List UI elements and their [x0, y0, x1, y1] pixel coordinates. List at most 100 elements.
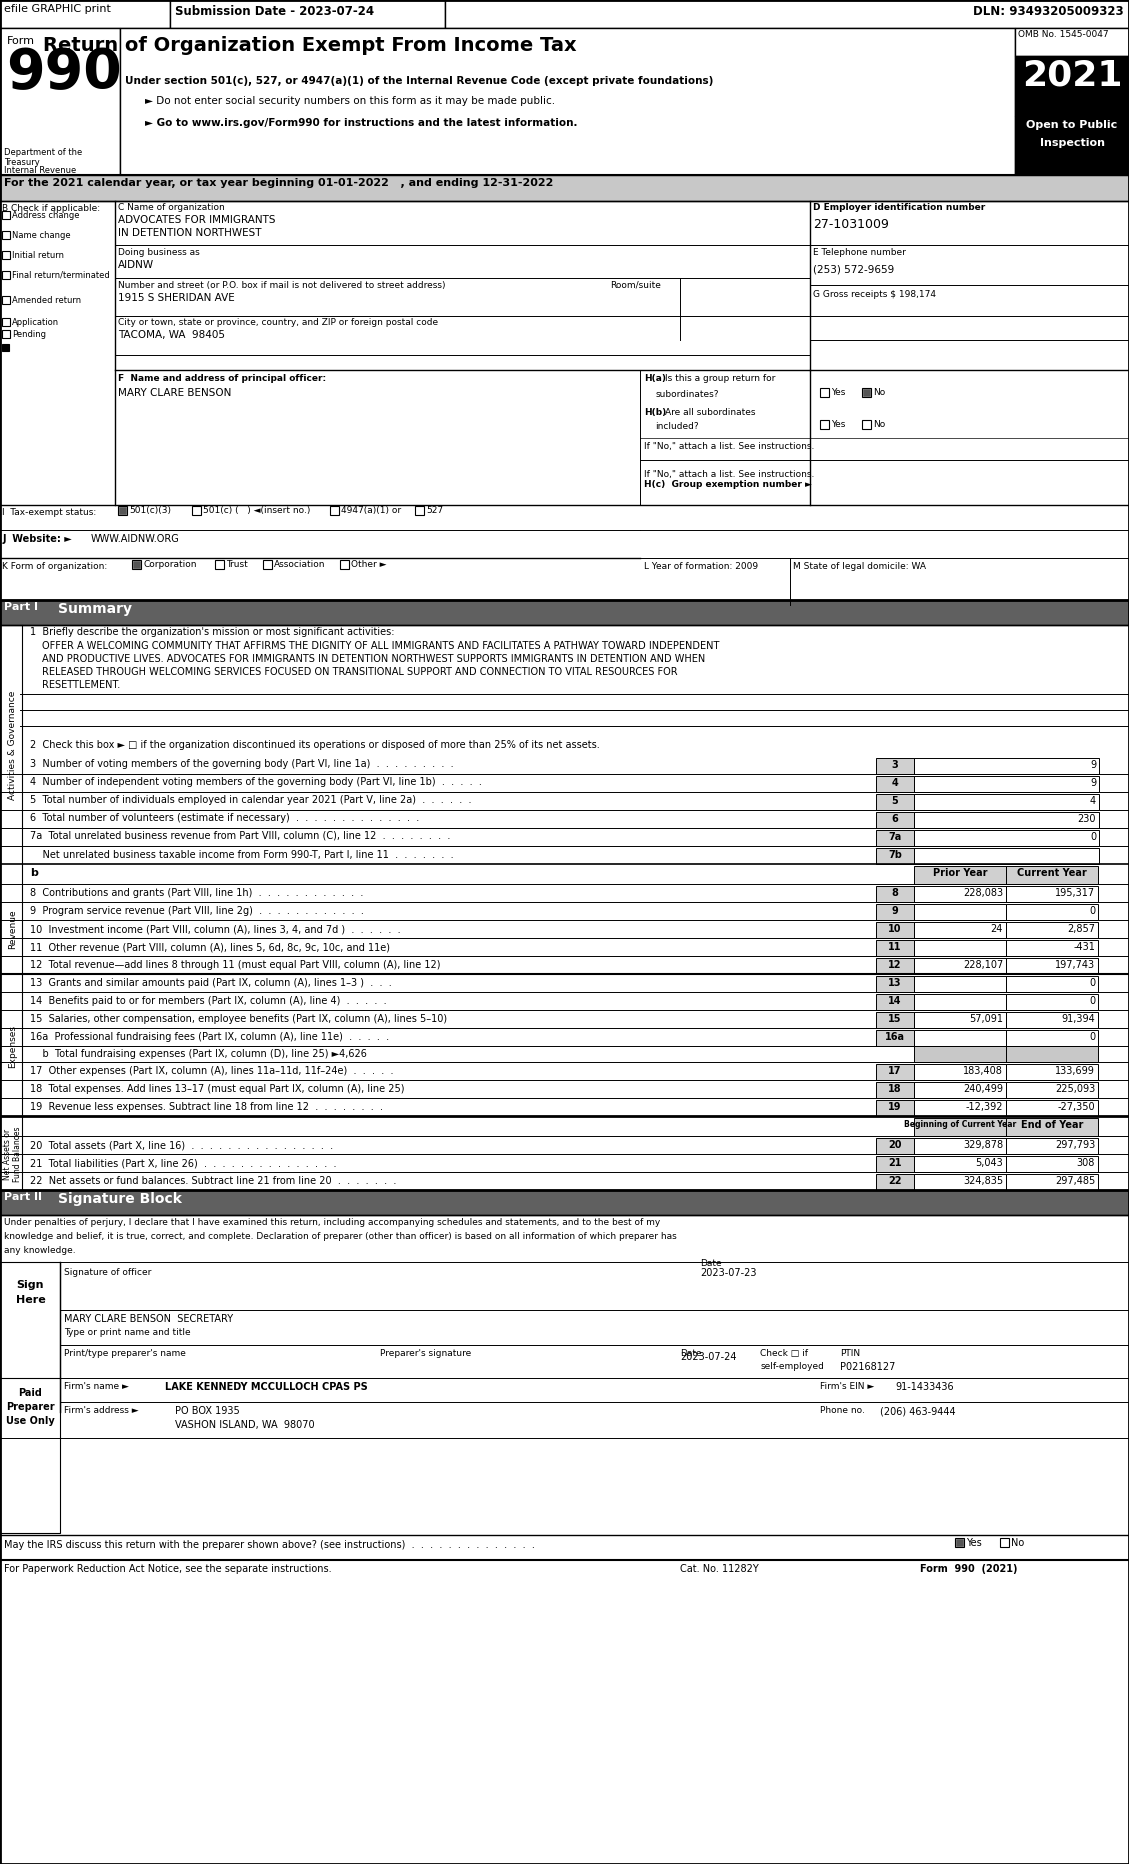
Text: D Employer identification number: D Employer identification number [813, 203, 986, 212]
Text: City or town, state or province, country, and ZIP or foreign postal code: City or town, state or province, country… [119, 319, 438, 326]
Text: Room/suite: Room/suite [610, 281, 662, 291]
Bar [1006, 923, 1099, 938]
Text: AND PRODUCTIVE LIVES. ADVOCATES FOR IMMIGRANTS IN DETENTION NORTHWEST SUPPORTS I: AND PRODUCTIVE LIVES. ADVOCATES FOR IMMI… [43, 654, 706, 664]
Text: 17: 17 [889, 1066, 902, 1076]
Text: (206) 463-9444: (206) 463-9444 [881, 1405, 956, 1417]
Text: Date: Date [700, 1258, 721, 1268]
Bar [1006, 977, 1099, 992]
Text: C Name of organization: C Name of organization [119, 203, 225, 212]
Text: knowledge and belief, it is true, correct, and complete. Declaration of preparer: knowledge and belief, it is true, correc… [5, 1232, 677, 1241]
Bar [914, 1139, 1006, 1154]
Text: 16a  Professional fundraising fees (Part IX, column (A), line 11e)  .  .  .  .  : 16a Professional fundraising fees (Part … [30, 1033, 390, 1042]
Text: 18: 18 [889, 1085, 902, 1094]
Bar [1000, 1538, 1009, 1547]
Text: Signature Block: Signature Block [59, 1191, 182, 1206]
Bar [914, 1100, 1006, 1117]
Text: I  Tax-exempt status:: I Tax-exempt status: [2, 509, 97, 516]
Bar [415, 505, 425, 514]
Text: RESETTLEMENT.: RESETTLEMENT. [43, 680, 121, 690]
Text: 27-1031009: 27-1031009 [813, 218, 889, 231]
Text: 21: 21 [889, 1158, 902, 1169]
Bar [0, 28, 121, 175]
Bar [876, 829, 914, 846]
Bar [1015, 28, 1129, 56]
Text: Amended return: Amended return [12, 296, 81, 306]
Text: 22  Net assets or fund balances. Subtract line 21 from line 20  .  .  .  .  .  .: 22 Net assets or fund balances. Subtract… [30, 1176, 396, 1186]
Text: Preparer: Preparer [6, 1402, 54, 1413]
Text: Part I: Part I [5, 602, 38, 611]
Text: May the IRS discuss this return with the preparer shown above? (see instructions: May the IRS discuss this return with the… [5, 1540, 535, 1551]
Bar [820, 419, 829, 429]
Bar [2, 270, 10, 280]
Text: Paid: Paid [18, 1389, 42, 1398]
Text: Current Year: Current Year [1017, 869, 1087, 878]
Text: Sign: Sign [17, 1281, 44, 1290]
Text: Address change: Address change [12, 211, 80, 220]
Text: self-employed: self-employed [760, 1363, 824, 1372]
Text: 12: 12 [889, 960, 902, 969]
Bar [119, 505, 128, 514]
Bar [914, 904, 1006, 921]
Text: Under penalties of perjury, I declare that I have examined this return, includin: Under penalties of perjury, I declare th… [5, 1217, 660, 1227]
Text: Application: Application [12, 319, 60, 326]
Text: Is this a group return for: Is this a group return for [665, 375, 776, 382]
Text: Internal Revenue: Internal Revenue [5, 166, 77, 175]
Text: 19  Revenue less expenses. Subtract line 18 from line 12  .  .  .  .  .  .  .  .: 19 Revenue less expenses. Subtract line … [30, 1102, 384, 1113]
Text: Check □ if: Check □ if [760, 1350, 808, 1359]
Text: Association: Association [274, 559, 326, 569]
Text: 230: 230 [1077, 815, 1096, 824]
Bar [914, 994, 1006, 1010]
Text: M State of legal domicile: WA: M State of legal domicile: WA [793, 563, 926, 570]
Bar [1006, 1012, 1099, 1029]
Text: 501(c)(3): 501(c)(3) [130, 505, 172, 514]
Text: 133,699: 133,699 [1056, 1066, 1095, 1076]
Text: 8  Contributions and grants (Part VIII, line 1h)  .  .  .  .  .  .  .  .  .  .  : 8 Contributions and grants (Part VIII, l… [30, 887, 364, 898]
Text: 0: 0 [1088, 1033, 1095, 1042]
Text: 21  Total liabilities (Part X, line 26)  .  .  .  .  .  .  .  .  .  .  .  .  .  : 21 Total liabilities (Part X, line 26) .… [30, 1158, 336, 1169]
Text: efile GRAPHIC print: efile GRAPHIC print [5, 4, 112, 15]
Bar [2, 330, 10, 337]
Text: 329,878: 329,878 [963, 1141, 1003, 1150]
Text: WWW.AIDNW.ORG: WWW.AIDNW.ORG [90, 533, 180, 544]
Text: Cat. No. 11282Y: Cat. No. 11282Y [680, 1564, 759, 1573]
Text: OMB No. 1545-0047: OMB No. 1545-0047 [1018, 30, 1109, 39]
Text: Firm's name ►: Firm's name ► [64, 1381, 129, 1391]
Text: Yes: Yes [831, 388, 846, 397]
Text: If "No," attach a list. See instructions.: If "No," attach a list. See instructions… [645, 470, 814, 479]
Text: Department of the: Department of the [5, 147, 82, 157]
Bar [2, 231, 10, 239]
Text: 91,394: 91,394 [1061, 1014, 1095, 1023]
Bar [863, 419, 872, 429]
Bar [1006, 1174, 1099, 1189]
Bar [1006, 904, 1099, 921]
Text: 3  Number of voting members of the governing body (Part VI, line 1a)  .  .  .  .: 3 Number of voting members of the govern… [30, 759, 454, 770]
Text: 17  Other expenses (Part IX, column (A), lines 11a–11d, 11f–24e)  .  .  .  .  .: 17 Other expenses (Part IX, column (A), … [30, 1066, 394, 1076]
Text: OFFER A WELCOMING COMMUNITY THAT AFFIRMS THE DIGNITY OF ALL IMMIGRANTS AND FACIL: OFFER A WELCOMING COMMUNITY THAT AFFIRMS… [43, 641, 720, 651]
Text: Under section 501(c), 527, or 4947(a)(1) of the Internal Revenue Code (except pr: Under section 501(c), 527, or 4947(a)(1)… [125, 76, 714, 86]
Text: 10: 10 [889, 925, 902, 934]
Bar [820, 388, 829, 397]
Text: DLN: 93493205009323: DLN: 93493205009323 [973, 6, 1124, 19]
Text: Net Assets or
Fund Balances: Net Assets or Fund Balances [2, 1126, 23, 1182]
Bar [1006, 867, 1099, 884]
Text: ADVOCATES FOR IMMIGRANTS: ADVOCATES FOR IMMIGRANTS [119, 214, 275, 226]
Text: 2023-07-24: 2023-07-24 [680, 1351, 736, 1363]
Text: b  Total fundraising expenses (Part IX, column (D), line 25) ►4,626: b Total fundraising expenses (Part IX, c… [30, 1049, 367, 1059]
Text: Beginning of Current Year: Beginning of Current Year [904, 1120, 1016, 1130]
Bar [2, 252, 10, 259]
Text: 4: 4 [892, 777, 899, 788]
Text: 197,743: 197,743 [1054, 960, 1095, 969]
Text: 9  Program service revenue (Part VIII, line 2g)  .  .  .  .  .  .  .  .  .  .  .: 9 Program service revenue (Part VIII, li… [30, 906, 365, 915]
Text: MARY CLARE BENSON  SECRETARY: MARY CLARE BENSON SECRETARY [64, 1314, 234, 1323]
Bar [216, 559, 225, 569]
Text: 324,835: 324,835 [963, 1176, 1003, 1186]
Bar [876, 813, 914, 828]
Bar [876, 1031, 914, 1046]
Bar [120, 507, 126, 514]
Bar [914, 1012, 1006, 1029]
Text: 11  Other revenue (Part VIII, column (A), lines 5, 6d, 8c, 9c, 10c, and 11e): 11 Other revenue (Part VIII, column (A),… [30, 941, 391, 953]
Text: Are all subordinates: Are all subordinates [665, 408, 755, 418]
Bar [914, 977, 1006, 992]
Bar [0, 600, 1129, 624]
Text: -27,350: -27,350 [1058, 1102, 1095, 1113]
